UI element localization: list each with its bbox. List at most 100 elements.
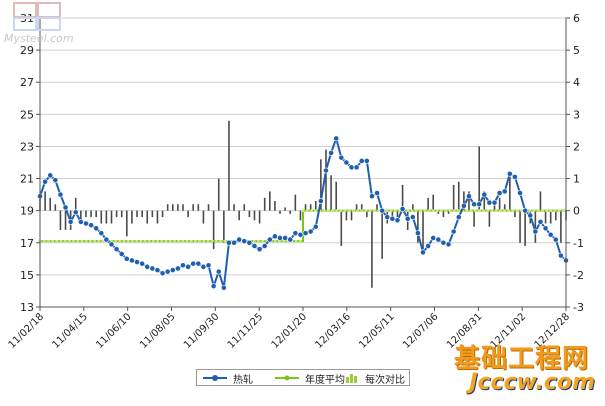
annual-average-marker xyxy=(139,239,143,243)
annual-average-marker xyxy=(194,239,197,243)
price-point xyxy=(450,228,457,235)
annual-average-marker xyxy=(156,239,160,243)
annual-average-marker xyxy=(436,209,439,213)
price-point xyxy=(149,265,156,272)
comparison-bar xyxy=(156,210,159,224)
price-point xyxy=(512,174,518,180)
comparison-bar xyxy=(166,204,169,211)
annual-average-marker xyxy=(360,209,364,213)
comparison-bar xyxy=(54,204,57,211)
price-point xyxy=(455,214,462,220)
comparison-bar xyxy=(488,210,491,227)
annual-average-marker xyxy=(394,209,397,213)
annual-average-marker xyxy=(152,239,155,243)
annual-average-marker xyxy=(415,209,418,213)
comparison-bar xyxy=(74,197,77,211)
annual-average-marker xyxy=(185,239,189,243)
annual-average-marker xyxy=(261,239,264,243)
legend-item-annual-average: 年度平均 xyxy=(275,371,345,386)
left-tick-label: 23 xyxy=(20,140,34,153)
comparison-bar xyxy=(549,210,552,224)
annual-average-marker xyxy=(557,209,561,213)
annual-average-marker xyxy=(131,239,134,243)
right-tick-label: 6 xyxy=(573,12,580,25)
annual-average-marker xyxy=(189,239,193,243)
annual-average-marker xyxy=(486,209,490,213)
comparison-bar xyxy=(44,191,46,211)
comparison-bar xyxy=(182,204,184,211)
comparison-bar xyxy=(457,181,460,211)
comparison-bar xyxy=(141,210,143,218)
comparison-bar xyxy=(253,210,256,221)
annual-average-marker xyxy=(97,239,101,243)
comparison-bar xyxy=(519,210,521,243)
comparison-bar xyxy=(105,210,108,224)
legend-label: 每次对比 xyxy=(365,374,405,386)
comparison-bar xyxy=(355,204,358,211)
annual-average-marker xyxy=(181,239,185,243)
comparison-bar xyxy=(274,201,276,211)
comparison-bar xyxy=(452,184,455,211)
annual-average-marker xyxy=(114,239,117,243)
comparison-bar xyxy=(269,191,271,211)
price-point xyxy=(409,214,416,220)
price-point xyxy=(404,215,411,222)
comparison-bar xyxy=(432,194,435,211)
comparison-bar xyxy=(49,197,52,211)
price-point xyxy=(481,191,488,198)
price-point xyxy=(215,268,222,275)
price-point xyxy=(282,235,289,241)
legend-label: 年度平均 xyxy=(305,374,345,386)
comparison-bar xyxy=(187,210,189,218)
price-point xyxy=(445,241,452,248)
price-point xyxy=(195,260,202,267)
price-point xyxy=(62,204,69,211)
annual-average-marker xyxy=(528,209,532,213)
comparison-bar xyxy=(90,210,92,218)
price-point xyxy=(93,225,100,232)
annual-average-marker xyxy=(406,209,410,213)
x-tick-label: 12/05/11 xyxy=(357,311,397,351)
comparison-bar xyxy=(110,210,113,224)
annual-average-marker xyxy=(368,209,372,213)
comparison-bar xyxy=(325,149,327,211)
annual-average-marker xyxy=(549,209,553,213)
comparison-bar xyxy=(161,210,164,218)
chart-axes xyxy=(39,18,567,308)
annual-average-marker xyxy=(541,209,544,213)
comparison-bar xyxy=(197,204,200,211)
comparison-bar xyxy=(544,210,547,224)
comparison-bar xyxy=(468,191,470,211)
comparison-bar xyxy=(233,204,235,211)
comparison-bar xyxy=(340,210,343,246)
annual-average-marker xyxy=(219,239,223,243)
left-tick-label: 17 xyxy=(20,237,34,250)
comparison-bar xyxy=(263,197,266,211)
annual-average-marker xyxy=(440,209,443,213)
price-point xyxy=(266,236,273,243)
comparison-bar xyxy=(100,210,103,224)
mysteel-logo-icon xyxy=(13,2,61,31)
price-point xyxy=(205,262,212,269)
annual-average-marker xyxy=(469,209,473,213)
right-tick-label: 2 xyxy=(573,140,580,153)
price-point xyxy=(369,193,375,200)
annual-average-marker xyxy=(423,209,427,213)
price-point xyxy=(236,236,243,243)
annual-average-marker xyxy=(168,239,172,243)
annual-average-marker xyxy=(177,239,181,243)
comparison-bar xyxy=(345,210,348,221)
comparison-bar xyxy=(447,210,450,214)
comparison-bar xyxy=(131,210,133,224)
price-point xyxy=(246,239,253,246)
price-point xyxy=(532,228,539,235)
annual-average-marker xyxy=(553,209,557,213)
site-logo-url: Jcccw.com xyxy=(469,370,595,395)
comparison-bar xyxy=(401,184,404,211)
comparison-bar xyxy=(320,159,322,211)
annual-average-marker xyxy=(80,239,84,243)
price-point xyxy=(174,265,181,272)
comparison-bar xyxy=(554,210,557,221)
x-tick-label: 11/04/15 xyxy=(50,311,90,351)
price-point xyxy=(557,252,564,259)
